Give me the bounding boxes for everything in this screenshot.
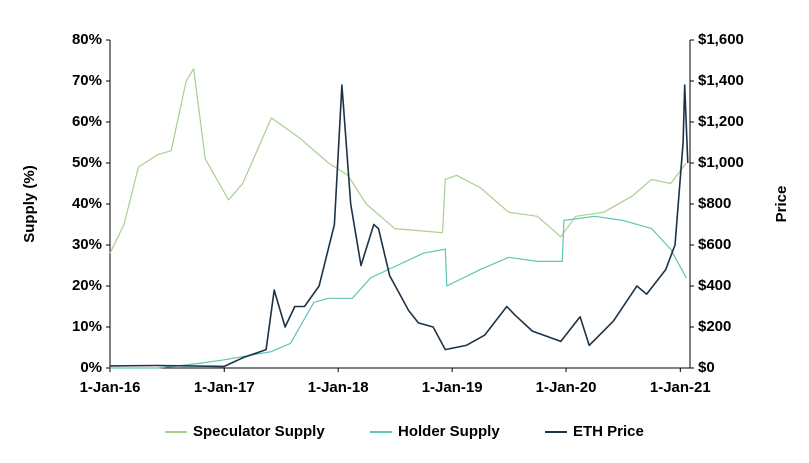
y2-tick-label: $1,600 <box>698 31 744 48</box>
series-line <box>109 84 689 368</box>
legend-label: Speculator Supply <box>193 423 325 440</box>
x-tick-label: 1-Jan-20 <box>536 379 597 396</box>
y2-tick-label: $600 <box>698 236 731 253</box>
y-axis-label: Supply (%) <box>21 165 38 243</box>
y-tick-label: 50% <box>72 154 102 171</box>
y2-tick-label: $0 <box>698 359 715 376</box>
y2-tick-label: $1,400 <box>698 72 744 89</box>
y-tick-label: 30% <box>72 236 102 253</box>
legend-label: ETH Price <box>573 423 644 440</box>
x-tick-label: 1-Jan-18 <box>308 379 369 396</box>
y-tick-label: 60% <box>72 113 102 130</box>
x-tick-label: 1-Jan-19 <box>422 379 483 396</box>
y2-tick-label: $1,200 <box>698 113 744 130</box>
y-tick-label: 0% <box>80 359 102 376</box>
y-tick-label: 80% <box>72 31 102 48</box>
series-line <box>110 215 687 369</box>
x-tick-label: 1-Jan-21 <box>650 379 711 396</box>
y2-tick-label: $200 <box>698 318 731 335</box>
y-tick-label: 10% <box>72 318 102 335</box>
series-line <box>109 68 687 254</box>
y2-tick-label: $800 <box>698 195 731 212</box>
y2-tick-label: $400 <box>698 277 731 294</box>
y-tick-label: 20% <box>72 277 102 294</box>
x-tick-label: 1-Jan-16 <box>80 379 141 396</box>
y-tick-label: 40% <box>72 195 102 212</box>
y-tick-label: 70% <box>72 72 102 89</box>
x-tick-label: 1-Jan-17 <box>194 379 255 396</box>
y2-axis-label: Price <box>773 186 790 223</box>
legend-label: Holder Supply <box>398 423 500 440</box>
y2-tick-label: $1,000 <box>698 154 744 171</box>
